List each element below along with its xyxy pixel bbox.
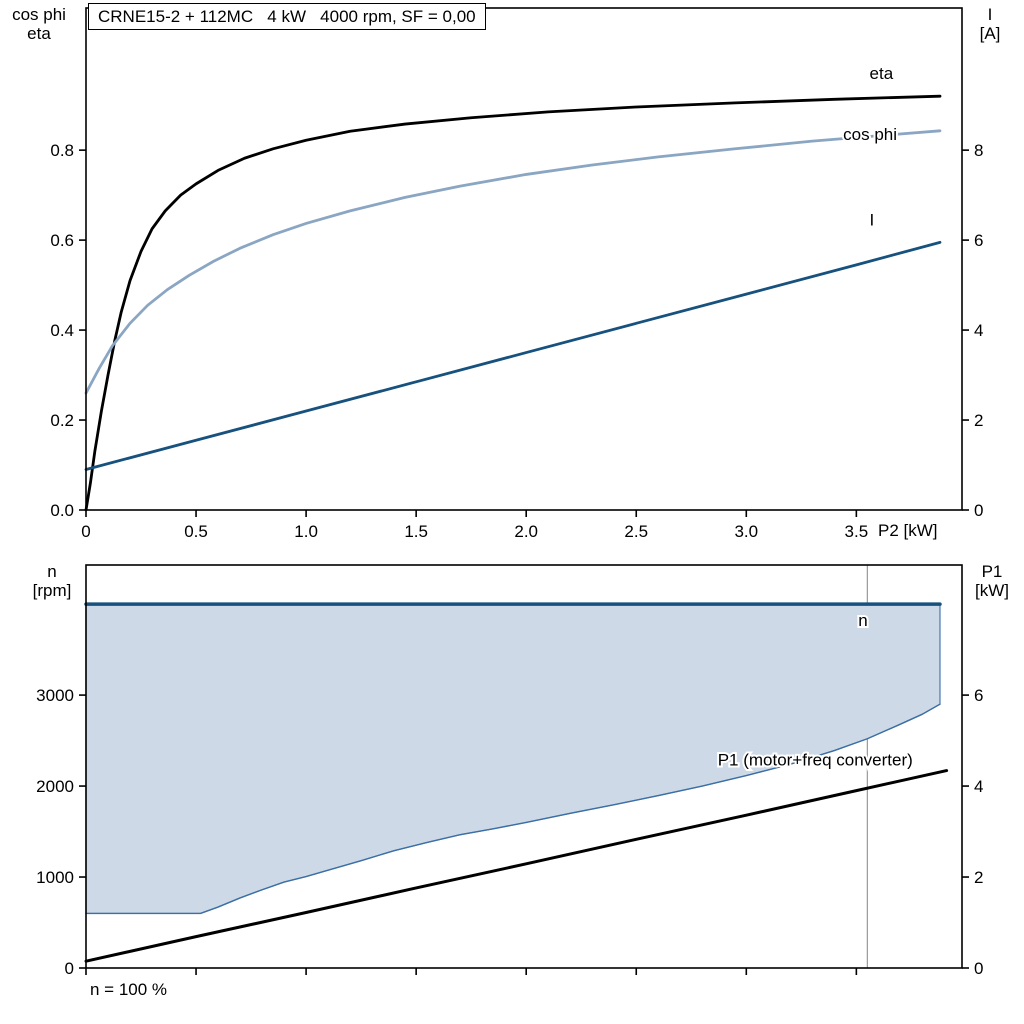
x-tick-label: 2.5 bbox=[624, 522, 648, 541]
cos-phi-axis-label: cos phi bbox=[12, 5, 66, 24]
lower-left-axis-title: n [rpm] bbox=[22, 562, 82, 600]
x-axis-title: P2 [kW] bbox=[878, 521, 938, 540]
upper-right-axis-title: I [A] bbox=[962, 5, 1018, 43]
y-right-tick-label: 0 bbox=[974, 959, 983, 978]
y-left-tick-label: 0.6 bbox=[50, 231, 74, 250]
speed-axis-label: n bbox=[47, 562, 57, 581]
y-right-tick-label: 4 bbox=[974, 777, 983, 796]
x-tick-label: 3.0 bbox=[734, 522, 758, 541]
y-left-tick-label: 1000 bbox=[36, 868, 74, 887]
y-right-tick-label: 8 bbox=[974, 141, 983, 160]
y-left-tick-label: 0.4 bbox=[50, 321, 74, 340]
current-unit-label: [A] bbox=[979, 24, 1001, 43]
speed-footnote: n = 100 % bbox=[90, 980, 168, 999]
curve-eta bbox=[84, 94, 942, 512]
x-tick-label: 1.0 bbox=[294, 522, 318, 541]
y-right-tick-label: 6 bbox=[974, 231, 983, 250]
curve-label-cos-phi: cos phi bbox=[843, 125, 897, 144]
upper-left-axis-title: cos phi eta bbox=[4, 5, 74, 43]
y-left-tick-label: 2000 bbox=[36, 777, 74, 796]
lower-chart-canvas: 0 1000 2000 3000 0 2 4 6 n P1 (motor+freq convert… bbox=[36, 564, 983, 978]
x-tick-label: 0.5 bbox=[184, 522, 208, 541]
curves bbox=[84, 602, 949, 963]
curve-p1 bbox=[84, 769, 949, 963]
y-right-tick-label: 2 bbox=[974, 411, 983, 430]
curve-label-n: n bbox=[858, 611, 867, 630]
y-right-tick-label: 4 bbox=[974, 321, 983, 340]
y-left-tick-label: 0.8 bbox=[50, 141, 74, 160]
x-tick-label: 2.0 bbox=[514, 522, 538, 541]
curve-label-p1: P1 (motor+freq converter) bbox=[718, 751, 913, 770]
x-tick-label: 0 bbox=[81, 522, 90, 541]
speed-unit-label: [rpm] bbox=[32, 581, 72, 600]
y-left-tick-label: 3000 bbox=[36, 686, 74, 705]
curve-label-current: I bbox=[870, 211, 875, 230]
eta-axis-label: eta bbox=[27, 24, 51, 43]
y-right-tick-label: 0 bbox=[974, 501, 983, 520]
curve-current bbox=[84, 240, 942, 471]
y-right-tick-label: 2 bbox=[974, 868, 983, 887]
y-right-tick-label: 6 bbox=[974, 686, 983, 705]
p1-unit-label: [kW] bbox=[975, 581, 1009, 600]
x-axis-ticks bbox=[85, 968, 858, 975]
curve-label-eta: eta bbox=[870, 64, 894, 83]
curve-n-min bbox=[85, 703, 941, 915]
y-left-ticks: 0.0 0.2 0.4 0.6 0.8 bbox=[50, 141, 86, 520]
upper-chart-canvas: 0 0.5 1.0 1.5 2.0 2.5 3.0 3.5 0.0 0.2 0.4 0.6 0.8 0 2 4… bbox=[50, 7, 983, 541]
x-tick-label: 1.5 bbox=[404, 522, 428, 541]
y-left-ticks: 0 1000 2000 3000 bbox=[36, 686, 86, 978]
y-right-ticks: 0 2 4 6 bbox=[962, 686, 983, 978]
x-tick-label: 3.5 bbox=[845, 522, 869, 541]
x-axis-ticks: 0 0.5 1.0 1.5 2.0 2.5 3.0 3.5 bbox=[81, 510, 868, 541]
lower-right-axis-title: P1 [kW] bbox=[962, 562, 1022, 600]
y-left-tick-label: 0.0 bbox=[50, 501, 74, 520]
y-right-ticks: 0 2 4 6 8 bbox=[962, 141, 983, 520]
y-left-tick-label: 0.2 bbox=[50, 411, 74, 430]
curves bbox=[84, 94, 942, 512]
plot-frame bbox=[85, 564, 963, 969]
p1-axis-label: P1 bbox=[981, 562, 1003, 581]
curve-cos-phi bbox=[84, 129, 942, 395]
current-axis-label: I bbox=[987, 5, 993, 24]
y-left-tick-label: 0 bbox=[65, 959, 74, 978]
chart-title-box: CRNE15-2 + 112MC 4 kW 4000 rpm, SF = 0,0… bbox=[88, 3, 486, 30]
plot-frame bbox=[85, 7, 963, 511]
